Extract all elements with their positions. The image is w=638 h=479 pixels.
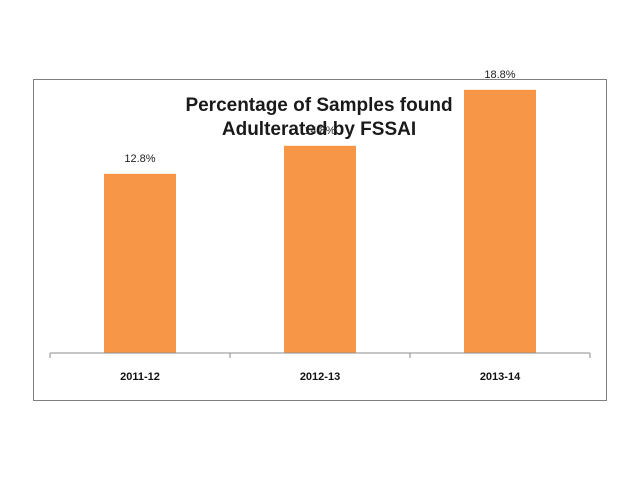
- x-tick-label-2013-14: 2013-14: [480, 371, 521, 383]
- chart-title-line-1: Percentage of Samples found: [185, 95, 453, 116]
- data-label-2012-13: 14.8%: [304, 125, 335, 137]
- chart-title-line-2: Adulterated by FSSAI: [221, 119, 417, 140]
- bar-2013-14: [464, 89, 536, 354]
- x-tick-label-2011-12: 2011-12: [120, 371, 160, 383]
- data-label-2011-12: 12.8%: [124, 153, 155, 165]
- bar-2012-13: [284, 145, 356, 353]
- chart-title: Percentage of Samples found Adulterated …: [0, 94, 638, 142]
- bar-2011-12: [104, 173, 176, 353]
- x-tick-label-2012-13: 2012-13: [300, 371, 340, 383]
- data-label-2013-14: 18.8%: [484, 69, 515, 81]
